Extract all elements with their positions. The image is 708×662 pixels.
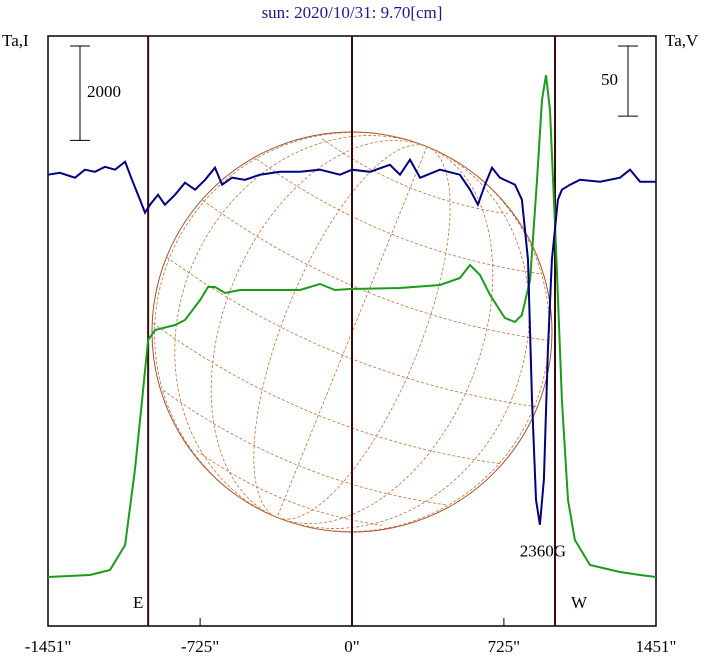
- chart-title: sun: 2020/10/31: 9.70[cm]: [262, 3, 443, 22]
- series-line: [47, 74, 657, 578]
- axis-label: Ta,V: [665, 31, 699, 50]
- marker-label: W: [571, 593, 588, 612]
- parallel: [152, 322, 502, 465]
- parallel: [321, 138, 508, 215]
- scale-bar-label: 50: [601, 70, 618, 89]
- sun-grid: [152, 132, 552, 532]
- parallel: [162, 389, 448, 506]
- parallel: [202, 199, 552, 342]
- x-tick-label: 0": [344, 637, 359, 656]
- x-tick-label: -1451": [25, 637, 72, 656]
- annotation: 2360G: [520, 542, 566, 561]
- scale-bar-label: 2000: [87, 82, 121, 101]
- series-line: [47, 157, 656, 525]
- axis-label: Ta,I: [2, 31, 29, 50]
- marker-label: E: [133, 593, 143, 612]
- parallel: [196, 449, 382, 526]
- parallel: [256, 158, 541, 275]
- meridian: [154, 132, 550, 532]
- x-tick-label: -725": [181, 637, 219, 656]
- x-tick-label: 1451": [636, 637, 677, 656]
- parallel: [166, 256, 538, 408]
- x-tick-label: 725": [488, 637, 520, 656]
